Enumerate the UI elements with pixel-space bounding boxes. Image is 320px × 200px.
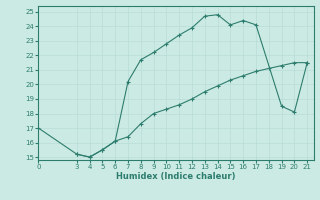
X-axis label: Humidex (Indice chaleur): Humidex (Indice chaleur) <box>116 172 236 181</box>
